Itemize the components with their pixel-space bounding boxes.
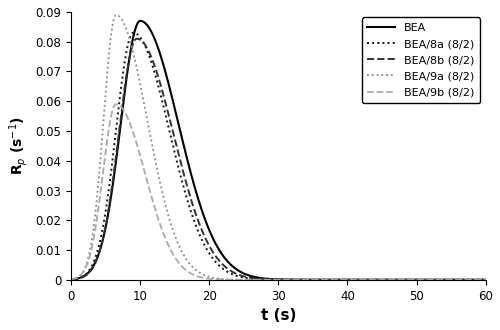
BEA [430,278,436,282]
BEA/8a (8/2) [227,271,233,275]
BEA/8a (8/2) [130,31,136,35]
BEA/9a (8/2) [68,278,74,281]
BEA [474,278,480,282]
BEA [245,273,251,277]
X-axis label: t (s): t (s) [260,308,296,323]
BEA/8a (8/2) [68,278,74,281]
BEA/9a (8/2) [113,13,119,17]
BEA [116,141,121,145]
BEA/9b (8/2) [68,277,74,281]
BEA/9a (8/2) [482,278,488,282]
BEA/8a (8/2) [482,278,488,282]
Line: BEA/9b (8/2): BEA/9b (8/2) [71,104,486,280]
BEA/9a (8/2) [430,278,436,282]
BEA/8b (8/2) [430,278,436,282]
BEA/8b (8/2) [482,278,488,282]
BEA/9b (8/2) [474,278,480,282]
BEA/9b (8/2) [140,164,146,168]
BEA [137,19,143,23]
BEA/8b (8/2) [116,135,121,139]
Line: BEA/9a (8/2): BEA/9a (8/2) [71,15,486,280]
BEA/8a (8/2) [245,276,251,280]
BEA/8b (8/2) [134,37,140,41]
BEA [68,277,74,281]
BEA/8b (8/2) [245,276,251,280]
Y-axis label: R$_p$ (s$^{-1}$): R$_p$ (s$^{-1}$) [7,116,30,175]
BEA/8a (8/2) [116,108,121,112]
BEA/8a (8/2) [430,278,436,282]
Line: BEA/8a (8/2): BEA/8a (8/2) [71,33,486,280]
BEA/9a (8/2) [474,278,480,282]
BEA/9a (8/2) [116,14,121,18]
BEA/9b (8/2) [430,278,436,282]
BEA/8b (8/2) [474,278,480,282]
BEA [482,278,488,282]
BEA/9b (8/2) [116,103,121,107]
BEA [227,262,233,266]
BEA/8b (8/2) [227,269,233,273]
BEA/9a (8/2) [227,278,233,281]
BEA/8b (8/2) [68,278,74,281]
BEA/9b (8/2) [113,102,119,106]
BEA/9a (8/2) [140,97,146,101]
BEA/8a (8/2) [140,40,146,44]
BEA/9b (8/2) [482,278,488,282]
Line: BEA/8b (8/2): BEA/8b (8/2) [71,39,486,280]
BEA/9b (8/2) [227,278,233,282]
BEA/8b (8/2) [140,40,146,44]
BEA/9a (8/2) [245,278,251,282]
Line: BEA: BEA [71,21,486,280]
BEA/8a (8/2) [474,278,480,282]
BEA/9b (8/2) [245,278,251,282]
Legend: BEA, BEA/8a (8/2), BEA/8b (8/2), BEA/9a (8/2), BEA/9b (8/2): BEA, BEA/8a (8/2), BEA/8b (8/2), BEA/9a … [362,17,480,103]
BEA [140,20,146,24]
